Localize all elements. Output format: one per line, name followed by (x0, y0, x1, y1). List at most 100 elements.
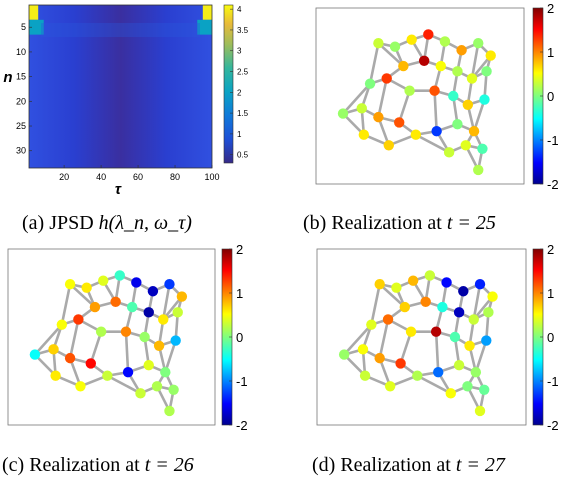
colorbar-tick-label: -2 (236, 418, 248, 433)
caption-a-label: (a) JPSD (22, 212, 94, 234)
graph-node (424, 270, 436, 281)
graph-node (407, 275, 419, 286)
graph-node (95, 326, 107, 337)
heatmap-base (29, 5, 212, 168)
graph-edge (397, 89, 411, 124)
graph-node (135, 388, 146, 399)
graph-node (473, 164, 484, 176)
graph-node (479, 384, 490, 395)
graph-node (452, 118, 463, 130)
graph-node (474, 279, 486, 290)
graph-node (151, 381, 163, 392)
heatmap-cell (29, 5, 39, 20)
graph-node (433, 367, 444, 378)
heatmap-y-tick-label: 15 (16, 72, 26, 82)
graph-node (391, 282, 402, 293)
graph-edge (164, 339, 177, 374)
graph-edge (378, 318, 390, 360)
graph-node (479, 94, 490, 105)
heatmap-x-tick-label: 60 (133, 172, 143, 182)
graph-node (359, 370, 371, 381)
colorbar-ticks-c: 2 1 0 -1 -2 (229, 242, 248, 433)
graph-edge (377, 41, 405, 68)
graph-node (356, 103, 367, 114)
graph-node (487, 291, 498, 302)
graph-node (110, 296, 121, 307)
graph-node (404, 85, 415, 96)
graph-edge (68, 318, 80, 360)
graph-edge (106, 374, 142, 395)
graph-node (366, 319, 377, 330)
graph-node (420, 296, 431, 307)
graph-node (406, 34, 417, 45)
heatmap-x-ticks: 20 40 60 80 100 (59, 165, 220, 182)
graph-node (464, 340, 475, 351)
heatmap-colorbar-tick-label: 1 (237, 130, 242, 139)
caption-d-label: (d) Realization at (312, 454, 451, 476)
graph-node (73, 314, 84, 325)
graph-node (29, 349, 41, 360)
graph-node (470, 367, 482, 378)
graph-node (102, 370, 113, 381)
caption-c-math: t = 26 (144, 454, 194, 476)
graph-node (164, 279, 175, 290)
graph-edge (416, 374, 453, 395)
graph-node (50, 370, 61, 381)
caption-c: (c) Realization at t = 26 (2, 454, 194, 477)
graph-node (160, 367, 171, 378)
graph-node (483, 307, 494, 318)
graph-node (89, 301, 101, 313)
panel-d: 2 1 0 -1 -2 (316, 242, 559, 433)
panel-b: 2 1 0 -1 -2 (315, 1, 559, 192)
graph-node (431, 126, 442, 137)
graph-node (456, 45, 467, 56)
graph-node (382, 314, 394, 325)
graph-node (394, 117, 405, 128)
graph-node (458, 286, 469, 297)
graph-node (441, 277, 452, 288)
heatmap-colorbar-tick-label: 1.5 (237, 109, 249, 118)
graph-edge (377, 77, 389, 119)
graph-node (395, 358, 406, 369)
graph-node (418, 55, 430, 66)
colorbar-ticks-d: 2 1 0 -1 -2 (540, 242, 559, 433)
graph-node (477, 143, 488, 154)
graph-node (153, 340, 165, 351)
graph-node (466, 73, 478, 84)
graph-edge (33, 323, 64, 356)
graph-node (429, 85, 440, 96)
graph-node (172, 307, 183, 318)
graph-node (481, 66, 492, 77)
caption-a-math: h(λ_n, ω_τ) (98, 212, 192, 234)
graph-node (75, 381, 86, 392)
heatmap-cell (29, 19, 44, 35)
graph-node (410, 129, 422, 140)
graph-edge (124, 330, 130, 374)
graph-node (176, 291, 188, 302)
heatmap-y-tick-label: 20 (16, 96, 26, 106)
graph-node (423, 29, 434, 40)
graph-node (453, 359, 465, 371)
graph-node (443, 147, 455, 158)
graph-node (473, 38, 484, 49)
graph-node (474, 405, 486, 417)
caption-d-math: t = 27 (455, 454, 505, 476)
graph-edge (472, 282, 482, 321)
graph-edge (342, 323, 373, 356)
graph-edge (472, 98, 486, 133)
graph-node (147, 286, 159, 297)
graph-node (384, 381, 396, 392)
heatmap-colorbar-tick-label: 3 (237, 47, 242, 56)
heatmap-y-tick-label: 30 (16, 146, 26, 156)
graph-c (29, 270, 188, 417)
graph-node (399, 301, 410, 313)
graph-node (143, 359, 154, 371)
graph-node (412, 370, 423, 381)
caption-a: (a) JPSD h(λ_n, ω_τ) (22, 212, 192, 235)
graph-edge (434, 330, 440, 374)
graph-node (485, 50, 496, 61)
graph-node (481, 335, 492, 346)
graph-edge (474, 339, 488, 374)
colorbar-tick-label: 1 (236, 286, 243, 301)
